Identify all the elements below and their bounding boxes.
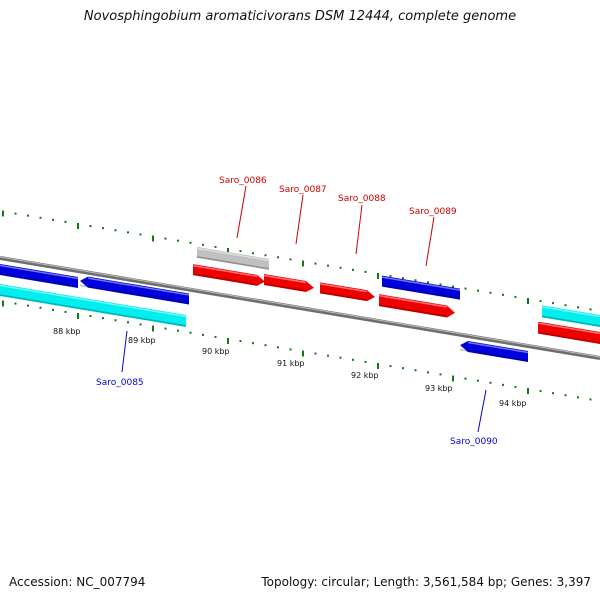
svg-text:Saro_0090: Saro_0090 [450, 437, 498, 447]
scale-label-91: 91 kbp [277, 359, 305, 368]
accession-text: Accession: NC_007794 [9, 575, 146, 589]
svg-text:Saro_0088: Saro_0088 [338, 194, 386, 204]
scale-label-90: 90 kbp [202, 347, 230, 356]
svg-text:Saro_0087: Saro_0087 [279, 185, 327, 195]
gene-label-saro-0085[interactable]: Saro_0085 [96, 330, 144, 388]
inner-tick-ring [2, 300, 592, 401]
svg-text:Saro_0089: Saro_0089 [409, 207, 457, 217]
gene-label-saro-0089[interactable]: Saro_0089 [409, 207, 457, 267]
scale-label-89: 89 kbp [128, 336, 156, 345]
gene-feature-saro-0089[interactable] [378, 294, 455, 318]
svg-text:Saro_0085: Saro_0085 [96, 378, 144, 388]
genome-info-text: Topology: circular; Length: 3,561,584 bp… [261, 575, 591, 589]
rna-feature-left[interactable] [0, 283, 187, 327]
gene-feature-left-blue[interactable] [0, 263, 79, 288]
outer-tick-ring [2, 210, 592, 311]
map-title: Novosphingobium aromaticivorans DSM 1244… [83, 9, 517, 24]
scale-label-88: 88 kbp [53, 327, 81, 336]
scale-labels: 88 kbp 89 kbp 90 kbp 91 kbp 92 kbp 93 kb… [53, 327, 527, 408]
gene-labels: Saro_0085 Saro_0086 Saro_0087 Saro_0088 … [96, 176, 498, 447]
gene-feature-saro-0088[interactable] [319, 282, 375, 302]
gene-label-saro-0087[interactable]: Saro_0087 [279, 185, 327, 245]
gene-feature-saro-0087[interactable] [263, 274, 314, 292]
gene-label-saro-0090[interactable]: Saro_0090 [450, 389, 498, 447]
scale-label-93: 93 kbp [425, 384, 453, 393]
gene-feature-saro-0085[interactable] [79, 276, 190, 305]
gene-feature-right-red[interactable] [537, 321, 600, 345]
gene-label-saro-0088[interactable]: Saro_0088 [338, 194, 386, 255]
gene-feature-saro-0086b[interactable] [192, 264, 265, 286]
scale-label-92: 92 kbp [351, 371, 379, 380]
scale-label-94: 94 kbp [499, 399, 527, 408]
gene-feature-saro-0086[interactable] [196, 246, 270, 270]
svg-text:Saro_0086: Saro_0086 [219, 176, 267, 186]
gene-feature-saro-0089b[interactable] [381, 275, 461, 300]
gene-features [0, 246, 600, 362]
rna-feature-right[interactable] [541, 305, 600, 328]
genome-backbone [0, 256, 600, 360]
gene-feature-saro-0090[interactable] [459, 341, 529, 362]
gene-label-saro-0086[interactable]: Saro_0086 [219, 176, 267, 239]
